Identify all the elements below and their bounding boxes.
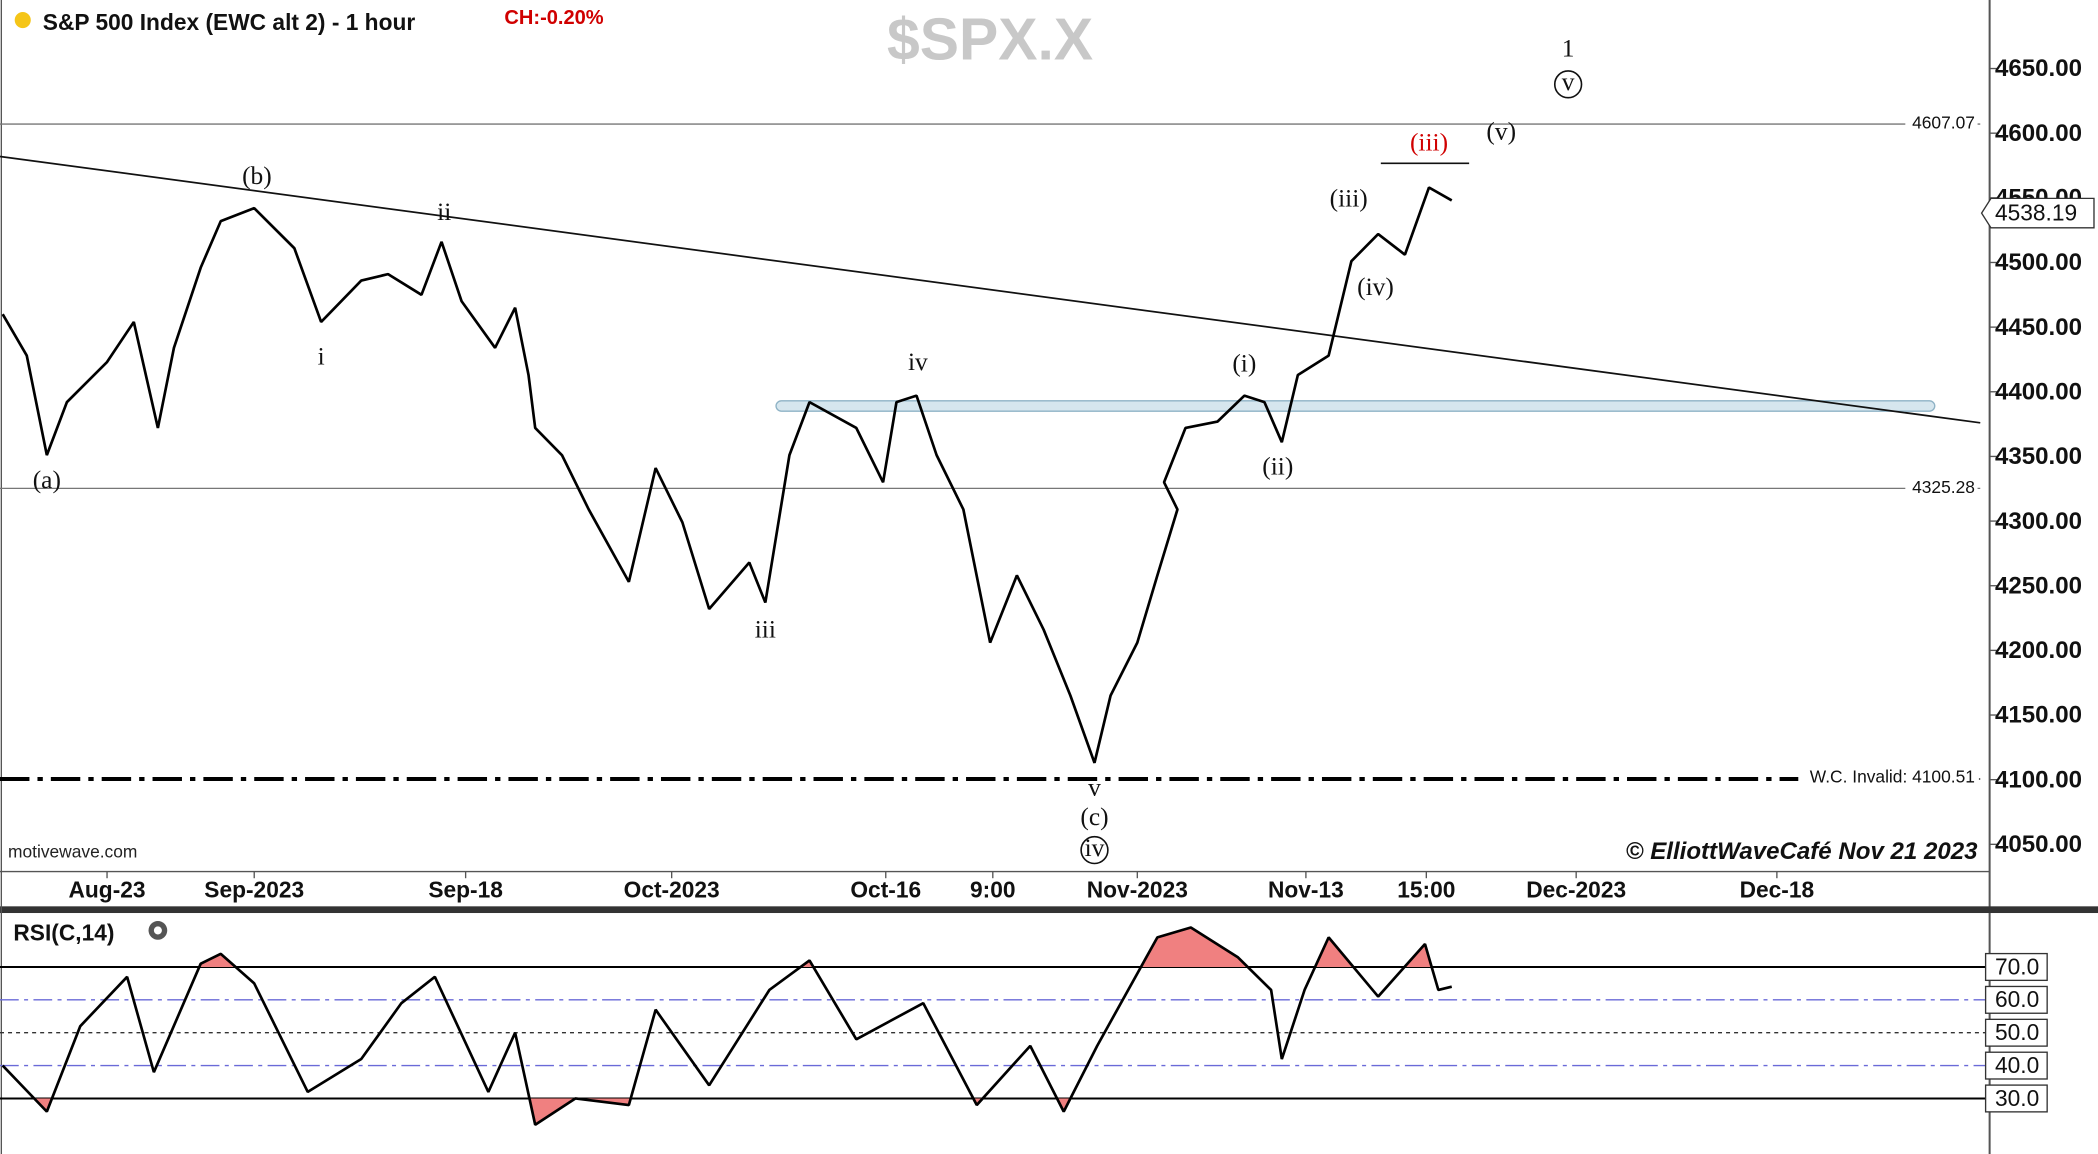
wave-label: (a) (33, 466, 61, 494)
rsi-title: RSI(C,14) (13, 919, 114, 945)
wave-label: (ii) (1262, 452, 1293, 480)
y-tick-label: 4300.00 (1995, 508, 2082, 535)
rsi-tick-label: 60.0 (1995, 986, 2039, 1012)
x-tick-label: Dec-18 (1740, 877, 1815, 903)
x-tick-label: Sep-18 (428, 877, 503, 903)
wave-label: v (1562, 68, 1575, 96)
rsi-tick-label: 50.0 (1995, 1019, 2039, 1045)
x-tick-label: Dec-2023 (1526, 877, 1626, 903)
y-tick-label: 4200.00 (1995, 637, 2082, 664)
last-price-box (1980, 197, 2095, 229)
y-tick-label: 4050.00 (1995, 831, 2082, 858)
level-label: W.C. Invalid: 4100.51 (1810, 766, 1975, 786)
level-label-bg (1905, 477, 1978, 500)
source-label: motivewave.com (8, 841, 137, 861)
y-tick-label: 4250.00 (1995, 572, 2082, 599)
y-tick-label: 4100.00 (1995, 766, 2082, 793)
x-tick-label: Nov-2023 (1087, 877, 1188, 903)
support-zone (775, 400, 1936, 412)
oversold-fill (34, 1098, 1071, 1125)
level-label-bg (1905, 113, 1978, 135)
wave-circle (1553, 70, 1583, 99)
wave-label: (v) (1486, 118, 1516, 146)
level-label: 4607.07 (1912, 113, 1975, 133)
rsi-tick-box (1984, 985, 2048, 1014)
wave-label: (c) (1080, 803, 1108, 831)
wave-label: iv (908, 348, 928, 376)
x-tick-label: Oct-2023 (624, 877, 720, 903)
y-tick-label: 4500.00 (1995, 249, 2082, 276)
y-tick-label: 4400.00 (1995, 378, 2082, 405)
change-label: CH:-0.20% (504, 7, 603, 29)
x-tick-label: Sep-2023 (204, 877, 304, 903)
price-line (1, 186, 1453, 764)
rsi-tick-box (1984, 1051, 2048, 1080)
copyright: © ElliottWaveCafé Nov 21 2023 (1626, 838, 1978, 865)
settings-icon[interactable] (148, 921, 168, 940)
status-dot (14, 12, 31, 29)
watermark: $SPX.X (887, 8, 1093, 73)
rsi-tick-box (1984, 1084, 2048, 1113)
x-tick-label: Aug-23 (68, 877, 145, 903)
x-tick-label: 9:00 (970, 877, 1016, 903)
chart-title: S&P 500 Index (EWC alt 2) - 1 hour (43, 9, 416, 35)
wave-label: iii (755, 616, 776, 644)
wave-label: v (1088, 774, 1101, 802)
overbought-fill (2, 927, 1452, 967)
rsi-tick-box (1984, 952, 2048, 982)
wave-label: (b) (242, 162, 272, 190)
wave-circle (1080, 835, 1109, 865)
wave-label: iv (1085, 834, 1105, 862)
y-tick-label: 4450.00 (1995, 314, 2082, 341)
y-tick-label: 4650.00 (1995, 55, 2082, 82)
x-tick-label: Oct-16 (850, 877, 921, 903)
x-tick-label: 15:00 (1397, 877, 1455, 903)
wave-label: ii (437, 198, 451, 226)
wave-label: 1 (1562, 35, 1575, 63)
wave-label: (iii) (1330, 185, 1368, 213)
rsi-tick-label: 70.0 (1995, 953, 2039, 979)
y-tick-label: 4600.00 (1995, 120, 2082, 147)
rsi-tick-label: 30.0 (1995, 1085, 2039, 1111)
x-tick-label: Nov-13 (1268, 877, 1344, 903)
rsi-tick-label: 40.0 (1995, 1052, 2039, 1078)
wave-label: (i) (1232, 349, 1256, 377)
trendline (0, 155, 1981, 424)
wave-label: i (318, 343, 325, 371)
wave-label: (iv) (1357, 273, 1394, 301)
panel-separator (0, 906, 2098, 914)
y-tick-label: 4350.00 (1995, 443, 2082, 470)
y-tick-label: 4150.00 (1995, 702, 2082, 729)
last-price-label: 4538.19 (1995, 199, 2077, 225)
wave-label: (iii) (1410, 128, 1448, 156)
rsi-tick-box (1984, 1018, 2048, 1047)
level-label-bg (1798, 766, 1979, 792)
level-label: 4325.28 (1912, 477, 1975, 497)
gear-hole[interactable] (153, 926, 162, 935)
rsi-line (1, 926, 1453, 1126)
